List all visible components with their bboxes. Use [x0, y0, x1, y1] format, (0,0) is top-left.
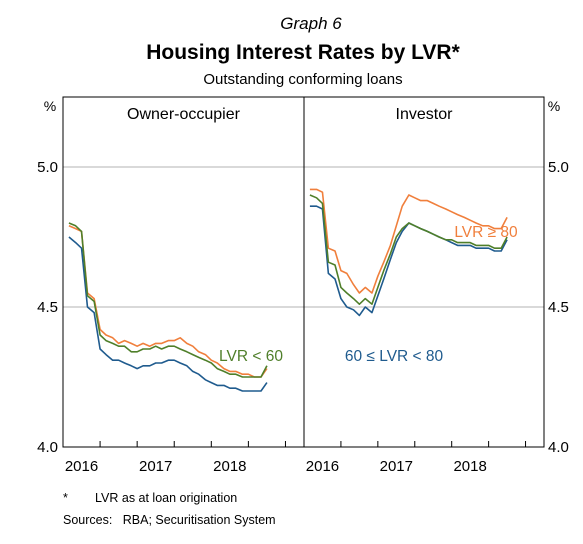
series-line-owner-occupier-lvr_ge_80 [68, 225, 268, 378]
footnote-text: LVR as at loan origination [95, 491, 237, 505]
series-line-owner-occupier-lvr_lt_60 [68, 222, 268, 378]
x-tick-label-owner-occupier-2: 2018 [213, 458, 246, 475]
chart-subtitle: Outstanding conforming loans [203, 71, 402, 88]
chart-title: Housing Interest Rates by LVR* [146, 41, 460, 64]
y-tick-label-left-2: 5.0 [37, 159, 58, 176]
y-tick-label-right-2: 5.0 [548, 159, 569, 176]
x-tick-label-owner-occupier-1: 2017 [139, 458, 172, 475]
y-tick-label-left-0: 4.0 [37, 439, 58, 456]
series-line-investor-lvr_ge_80 [309, 188, 508, 294]
graph-kicker: Graph 6 [280, 14, 342, 33]
series-label-owner-occupier-lvr_lt_60: LVR < 60 [219, 348, 283, 365]
y-unit-left: % [44, 98, 56, 114]
plot-area: 4.0 4.0 4.5 4.5 5.0 5.0 Owner-occupier LVR < 60… [37, 96, 569, 475]
x-tick-label-investor-2: 2018 [453, 458, 486, 475]
panel-title-investor: Investor [396, 106, 454, 123]
x-tick-label-investor-0: 2016 [306, 458, 339, 475]
series-line-investor-lvr_lt_60 [309, 194, 508, 305]
y-unit-right: % [548, 98, 560, 114]
panel-title-owner-occupier: Owner-occupier [127, 106, 241, 123]
series-line-owner-occupier-lvr_60_80 [68, 236, 268, 392]
series-label-investor-lvr_60_80: 60 ≤ LVR < 80 [345, 348, 444, 365]
y-tick-label-right-1: 4.5 [548, 299, 569, 316]
x-tick-label-owner-occupier-0: 2016 [65, 458, 98, 475]
series-label-investor-lvr_ge_80: LVR ≥ 80 [454, 224, 518, 241]
footnote-marker: * [63, 491, 68, 505]
y-tick-label-left-1: 4.5 [37, 299, 58, 316]
sources-note: Sources: RBA; Securitisation System [63, 513, 276, 527]
y-tick-label-right-0: 4.0 [548, 439, 569, 456]
x-tick-label-investor-1: 2017 [380, 458, 413, 475]
